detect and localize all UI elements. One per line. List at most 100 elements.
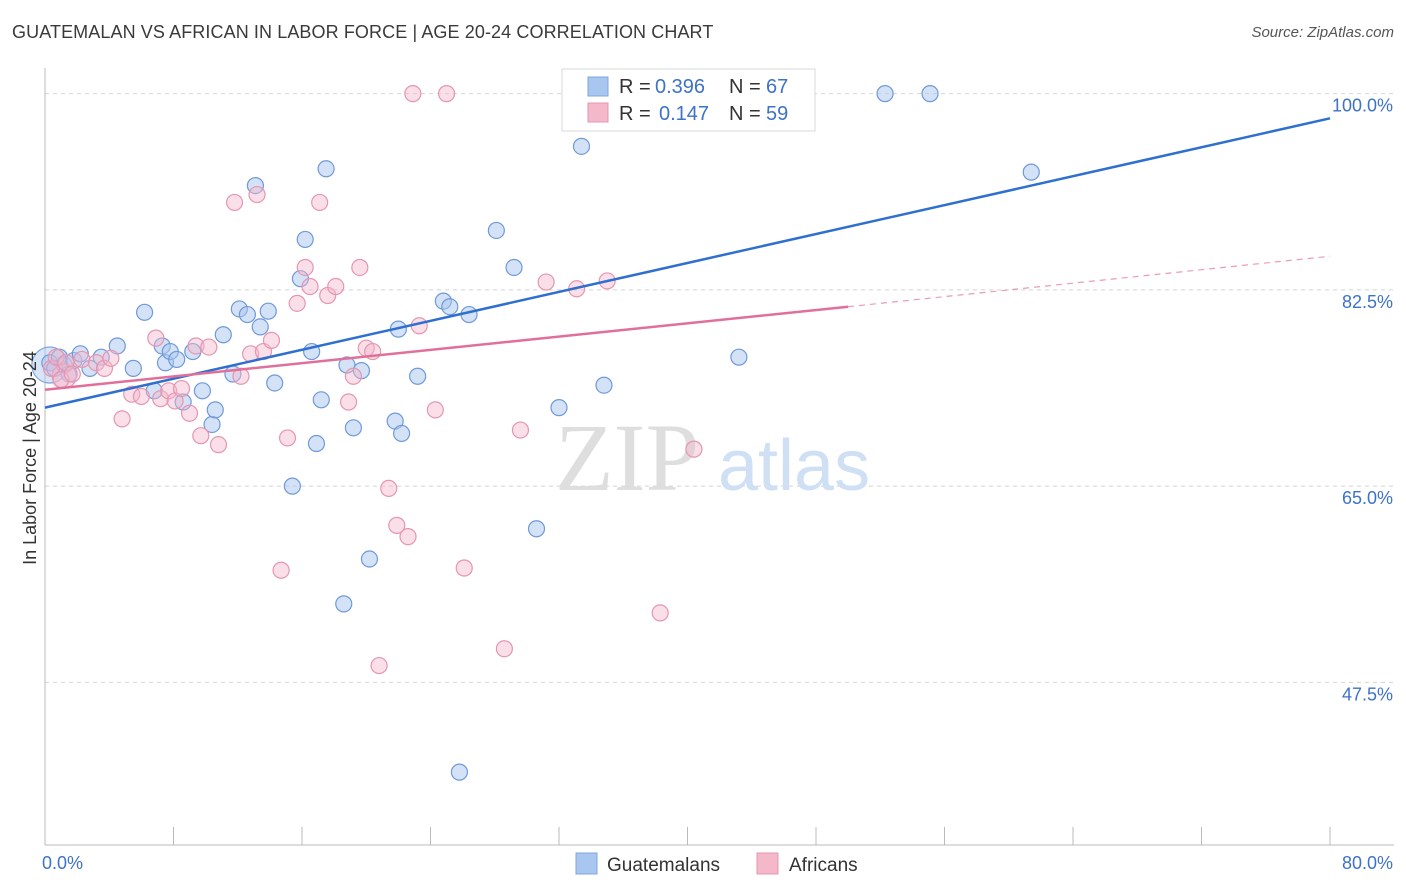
point-guatemalans-57 [730,348,748,366]
point-africans-33 [311,193,329,212]
point-africans-37 [344,367,362,385]
series-africans [42,85,753,675]
point-guatemalans-28 [259,302,277,320]
point-africans-19 [192,427,210,445]
point-africans-14 [160,382,178,400]
legend-n-label-africans: N = [729,103,761,125]
y-tick-label-1: 65.0% [1342,488,1393,508]
legend-r-label-africans: R = [619,103,651,125]
point-africans-5 [73,350,91,369]
point-africans-50 [495,640,513,658]
x-tick-label-1: 80.0% [1342,853,1393,873]
point-guatemalans-32 [296,230,314,249]
legend-n-label-guatemalans: N = [729,76,761,98]
point-africans-11 [132,387,150,406]
trend-line-africans [44,305,849,391]
point-guatemalans-59 [921,85,939,103]
legend-n-value-guatemalans: 67 [766,76,788,98]
point-guatemalans-47 [441,298,459,316]
source-label: Source: ZipAtlas.com [1251,24,1394,41]
legend-swatch-africans [587,102,609,123]
point-guatemalans-45 [409,367,427,385]
point-africans-56 [685,440,703,458]
point-africans-28 [272,561,290,579]
y-tick-label-3: 100.0% [1332,96,1393,116]
point-africans-9 [113,410,131,428]
point-africans-38 [351,258,369,277]
point-africans-27 [262,331,281,349]
point-africans-31 [296,258,314,277]
point-africans-49 [455,559,473,577]
bottom-legend-swatch-guatemalans [575,852,598,875]
point-guatemalans-22 [214,326,232,344]
point-africans-51 [511,421,530,439]
point-guatemalans-44 [392,424,411,443]
legend-n-value-africans: 59 [766,103,788,125]
point-guatemalans-35 [312,391,330,409]
point-africans-25 [248,185,266,204]
point-guatemalans-30 [283,477,301,495]
legend-box: R = 0.396 N = 67 R = 0.147 N = 59 [561,68,816,132]
axes [44,68,1394,846]
y-tick-label-0: 47.5% [1342,684,1393,704]
point-guatemalans-52 [527,520,546,538]
grid-lines [45,93,1394,683]
point-africans-20 [200,338,218,356]
x-tick-labels: 0.0% 80.0% [42,853,1393,873]
point-africans-7 [95,359,114,377]
point-guatemalans-11 [135,303,154,321]
legend-swatch-guatemalans [587,76,609,97]
trend-line-guatemalans [44,117,1331,409]
bottom-legend-guatemalans: Guatemalans [607,855,720,876]
point-guatemalans-39 [344,419,362,437]
watermark-zip: ZIP [555,404,699,511]
point-guatemalans-37 [335,595,353,613]
point-guatemalans-53 [550,399,568,417]
bottom-legend-africans: Africans [789,855,858,876]
point-guatemalans-25 [238,305,256,324]
point-guatemalans-16 [168,350,186,369]
legend-r-label-guatemalans: R = [619,76,651,98]
point-africans-48 [437,85,456,103]
point-africans-1 [47,348,65,366]
point-africans-36 [339,393,358,411]
point-guatemalans-10 [124,359,142,377]
point-africans-8 [102,349,120,367]
point-guatemalans-51 [505,258,523,277]
point-africans-41 [370,656,388,675]
point-guatemalans-56 [595,376,613,394]
watermark-atlas: atlas [718,426,870,506]
point-guatemalans-21 [206,401,224,419]
y-tick-labels: 47.5% 65.0% 82.5% 100.0% [1332,96,1393,705]
chart-title: GUATEMALAN VS AFRICAN IN LABOR FORCE | A… [12,22,714,42]
series-guatemalans [31,85,1040,781]
point-guatemalans-48 [450,763,469,781]
point-africans-30 [288,294,306,312]
legend-r-value-africans: 0.147 [659,103,709,125]
y-tick-label-2: 82.5% [1342,292,1393,312]
bottom-legend: Guatemalans Africans [575,852,858,876]
point-africans-17 [180,404,199,422]
point-africans-52 [537,273,555,291]
point-guatemalans-18 [184,342,202,361]
point-guatemalans-41 [360,550,379,568]
point-africans-45 [404,85,422,103]
point-africans-44 [399,528,417,546]
trend-lines [44,117,1331,409]
point-guatemalans-50 [487,221,505,240]
point-africans-29 [278,429,297,447]
point-africans-47 [426,401,444,419]
point-guatemalans-36 [317,160,335,178]
bottom-legend-swatch-africans [756,852,779,875]
legend-r-value-guatemalans: 0.396 [655,76,705,98]
point-africans-32 [301,277,319,296]
point-guatemalans-58 [876,85,894,103]
point-guatemalans-54 [572,137,591,155]
point-africans-43 [388,516,406,534]
point-africans-18 [187,337,205,355]
trend-extension-africans [848,255,1331,308]
point-guatemalans-34 [307,434,326,453]
point-africans-42 [380,479,398,497]
point-africans-21 [209,436,228,454]
